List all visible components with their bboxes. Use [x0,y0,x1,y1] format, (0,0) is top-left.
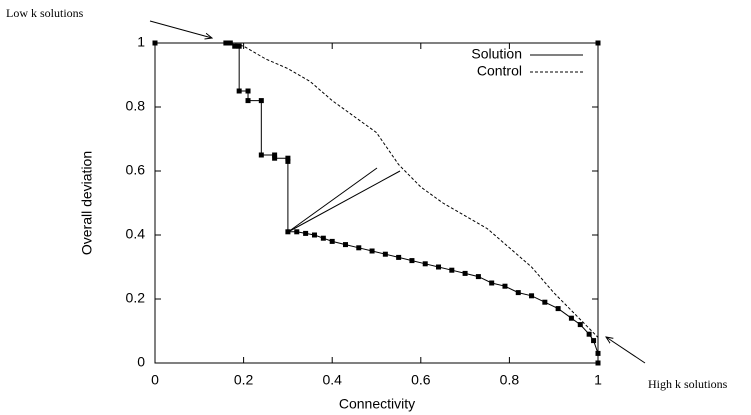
y-tick-label: 0 [137,354,145,370]
annotation: High k solutions [648,377,728,391]
point-marker [449,267,455,273]
y-axis-label: Overall deviation [79,151,95,255]
point-marker [595,350,601,356]
x-tick-label: 0.4 [322,372,342,388]
y-tick-label: 0.2 [126,290,146,306]
x-tick-label: 0 [151,372,159,388]
point-marker [236,43,242,49]
point-marker [223,40,229,46]
series-line [155,42,599,363]
x-tick-label: 0.2 [234,372,254,388]
point-marker [245,88,251,94]
point-marker [515,290,521,296]
point-marker [285,158,291,164]
point-marker [320,235,326,241]
point-marker [258,98,264,104]
point-marker [489,280,495,286]
point-marker [285,229,291,235]
point-marker [272,152,278,158]
x-axis-label: Connectivity [339,396,415,412]
point-marker [529,293,535,299]
point-marker [436,264,442,270]
point-marker [462,270,468,276]
point-marker [542,299,548,305]
point-marker [258,152,264,158]
point-marker [595,40,601,46]
point-marker [382,251,388,257]
point-marker [329,238,335,244]
series-line [230,42,599,338]
point-marker [342,242,348,248]
point-marker [591,338,597,344]
point-marker [555,306,561,312]
point-marker [409,258,415,264]
legend-label: Solution [471,46,522,62]
y-tick-label: 1 [137,34,145,50]
connector-line [287,170,401,233]
x-tick-label: 0.6 [411,372,431,388]
annotation-arrow [149,20,212,38]
plot-frame [154,42,599,364]
point-marker [595,360,601,366]
point-marker [272,155,278,161]
point-marker [422,261,428,267]
point-marker [369,248,375,254]
y-tick-label: 0.6 [126,162,146,178]
point-marker [356,245,362,251]
annotation-arrow [606,337,646,364]
legend-label: Control [477,63,522,79]
point-marker [245,98,251,104]
x-tick-label: 0.8 [500,372,520,388]
point-marker [285,155,291,161]
y-tick-label: 0.8 [126,98,146,114]
x-tick-label: 1 [594,372,602,388]
point-marker [577,322,583,328]
annotation: Low k solutions [6,6,84,20]
point-marker [475,274,481,280]
point-marker [236,88,242,94]
point-marker [303,230,309,236]
connector-line [287,167,378,233]
point-marker [311,232,317,238]
point-marker [586,331,592,337]
y-tick-label: 0.4 [126,226,146,242]
point-marker [396,254,402,260]
point-marker [568,315,574,321]
point-marker [232,43,238,49]
point-marker [294,229,300,235]
point-marker [502,283,508,289]
point-marker [152,40,158,46]
